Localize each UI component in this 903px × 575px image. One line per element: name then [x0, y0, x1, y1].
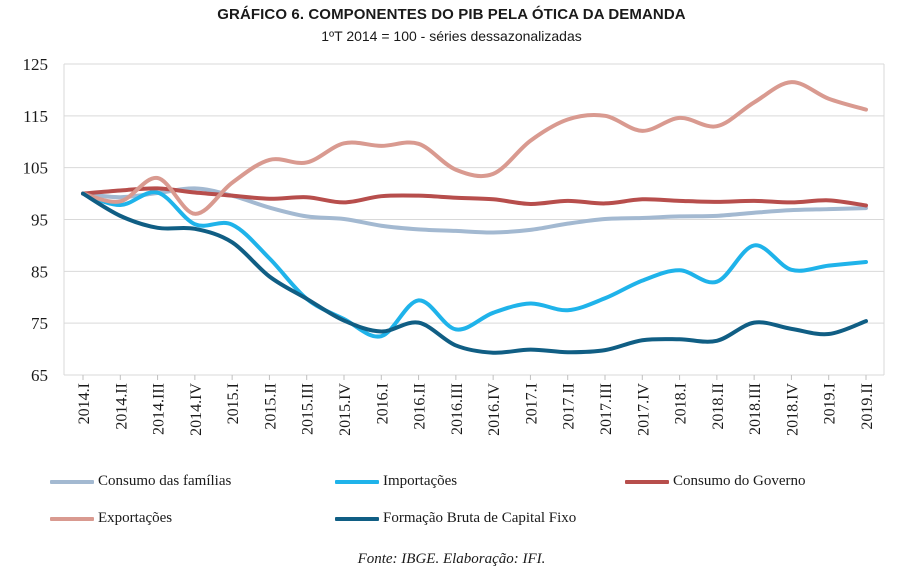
legend-item-importacoes: Importações — [335, 473, 457, 490]
chart-subtitle: 1ºT 2014 = 100 - séries dessazonalizadas — [321, 28, 582, 44]
x-tick-label: 2015.III — [300, 383, 317, 435]
x-tick-label: 2016.IV — [486, 383, 503, 436]
legend-label: Formação Bruta de Capital Fixo — [383, 510, 577, 526]
legend-label: Exportações — [98, 510, 173, 526]
series-line-importacoes — [81, 190, 868, 339]
x-tick-label: 2019.II — [859, 383, 876, 430]
x-tick-label: 2016.III — [449, 383, 466, 435]
series-lines — [81, 80, 868, 355]
x-tick-label: 2015.II — [262, 383, 279, 430]
source-note: Fonte: IBGE. Elaboração: IFI. — [357, 551, 546, 567]
series-line-consumo-das-familias — [81, 186, 868, 235]
x-tick-label: 2016.II — [412, 383, 429, 430]
legend-item-consumo-do-governo: Consumo do Governo — [625, 473, 806, 490]
x-axis: 2014.I 2014.II 2014.III 2014.IV 2015.I 2015.I… — [76, 375, 876, 436]
legend-label: Importações — [383, 473, 458, 489]
x-tick-label: 2016.I — [374, 383, 391, 424]
x-tick-label: 2015.I — [225, 383, 242, 424]
y-tick-label: 115 — [23, 107, 48, 126]
x-tick-label: 2017.III — [598, 383, 615, 435]
legend-swatch — [50, 516, 94, 521]
chart-title: GRÁFICO 6. COMPONENTES DO PIB PELA ÓTICA… — [217, 6, 686, 23]
x-tick-label: 2018.III — [747, 383, 764, 435]
x-tick-label: 2014.IV — [188, 383, 205, 436]
legend-label: Consumo do Governo — [673, 473, 806, 489]
series-line-formacao-bruta-de-capital-fixo — [81, 191, 868, 355]
x-tick-label: 2017.II — [561, 383, 578, 430]
legend-swatch — [335, 479, 379, 484]
x-tick-label: 2019.I — [822, 383, 839, 424]
legend-item-exportacoes: Exportações — [50, 510, 172, 527]
legend-item-consumo-das-familias: Consumo das famílias — [50, 473, 231, 490]
legend-swatch — [50, 479, 94, 484]
x-tick-label: 2014.III — [151, 383, 168, 435]
x-tick-label: 2018.II — [710, 383, 727, 430]
x-tick-label: 2018.I — [673, 383, 690, 424]
x-tick-label: 2014.II — [113, 383, 130, 430]
x-tick-label: 2018.IV — [784, 383, 801, 436]
legend-label: Consumo das famílias — [98, 473, 232, 489]
x-tick-label: 2014.I — [76, 383, 93, 424]
x-tick-label: 2015.IV — [337, 383, 354, 436]
y-tick-label: 95 — [31, 211, 48, 230]
y-tick-label: 75 — [31, 314, 48, 333]
series-line-consumo-do-governo — [81, 186, 868, 208]
x-tick-label: 2017.I — [523, 383, 540, 424]
y-tick-label: 85 — [31, 262, 48, 281]
legend-swatch — [335, 516, 379, 521]
legend-item-formacao-bruta-de-capital-fixo: Formação Bruta de Capital Fixo — [335, 510, 576, 527]
x-tick-label: 2017.IV — [635, 383, 652, 436]
y-tick-label: 125 — [23, 55, 49, 74]
series-line-exportacoes — [81, 80, 868, 216]
legend-swatch — [625, 479, 669, 484]
y-tick-label: 65 — [31, 366, 48, 385]
y-tick-label: 105 — [23, 159, 49, 178]
y-axis: 65 75 85 95 105 115 125 — [23, 55, 49, 385]
